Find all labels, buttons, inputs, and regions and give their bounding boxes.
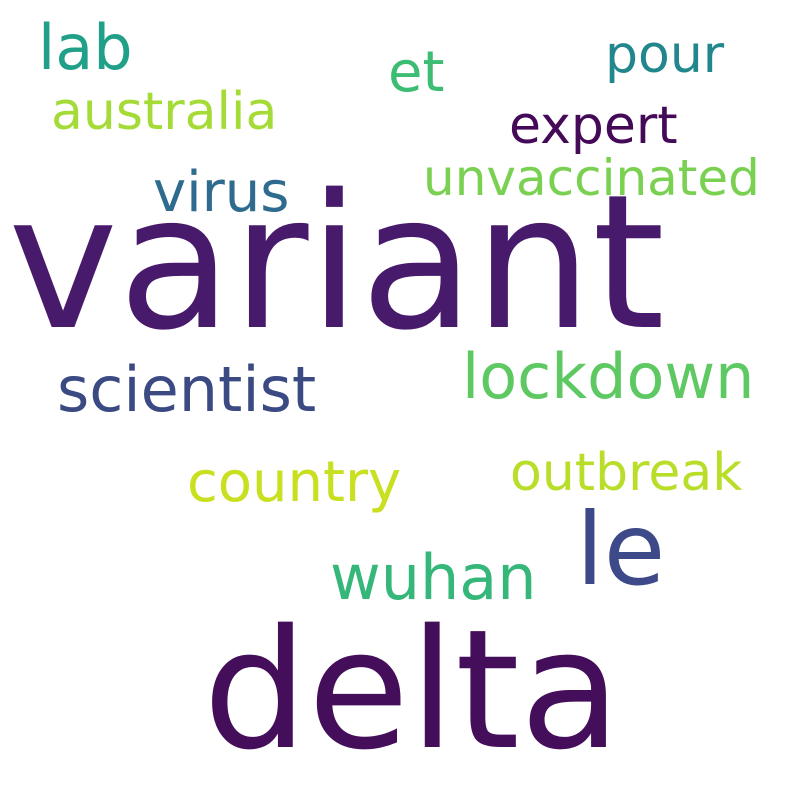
word-expert: expert bbox=[509, 96, 678, 156]
word-outbreak: outbreak bbox=[510, 443, 743, 503]
word-delta: delta bbox=[203, 594, 621, 786]
word-country: country bbox=[187, 450, 402, 515]
word-wuhan: wuhan bbox=[330, 541, 537, 614]
word-le: le bbox=[576, 491, 666, 608]
word-et: et bbox=[388, 40, 445, 105]
word-variant: variant bbox=[8, 154, 665, 371]
word-unvaccinated: unvaccinated bbox=[423, 149, 760, 207]
word-virus: virus bbox=[153, 160, 290, 225]
word-lockdown: lockdown bbox=[462, 340, 755, 413]
word-scientist: scientist bbox=[57, 353, 317, 426]
word-pour: pour bbox=[605, 25, 725, 85]
word-lab: lab bbox=[38, 11, 133, 84]
word-australia: australia bbox=[51, 82, 278, 142]
